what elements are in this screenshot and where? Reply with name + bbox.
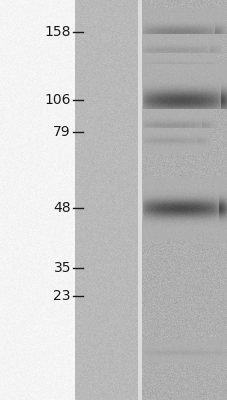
- Text: 158: 158: [44, 25, 71, 39]
- Text: 23: 23: [53, 289, 71, 303]
- Text: 79: 79: [53, 125, 71, 139]
- Text: 35: 35: [53, 261, 71, 275]
- Text: 48: 48: [53, 201, 71, 215]
- Text: 106: 106: [44, 93, 71, 107]
